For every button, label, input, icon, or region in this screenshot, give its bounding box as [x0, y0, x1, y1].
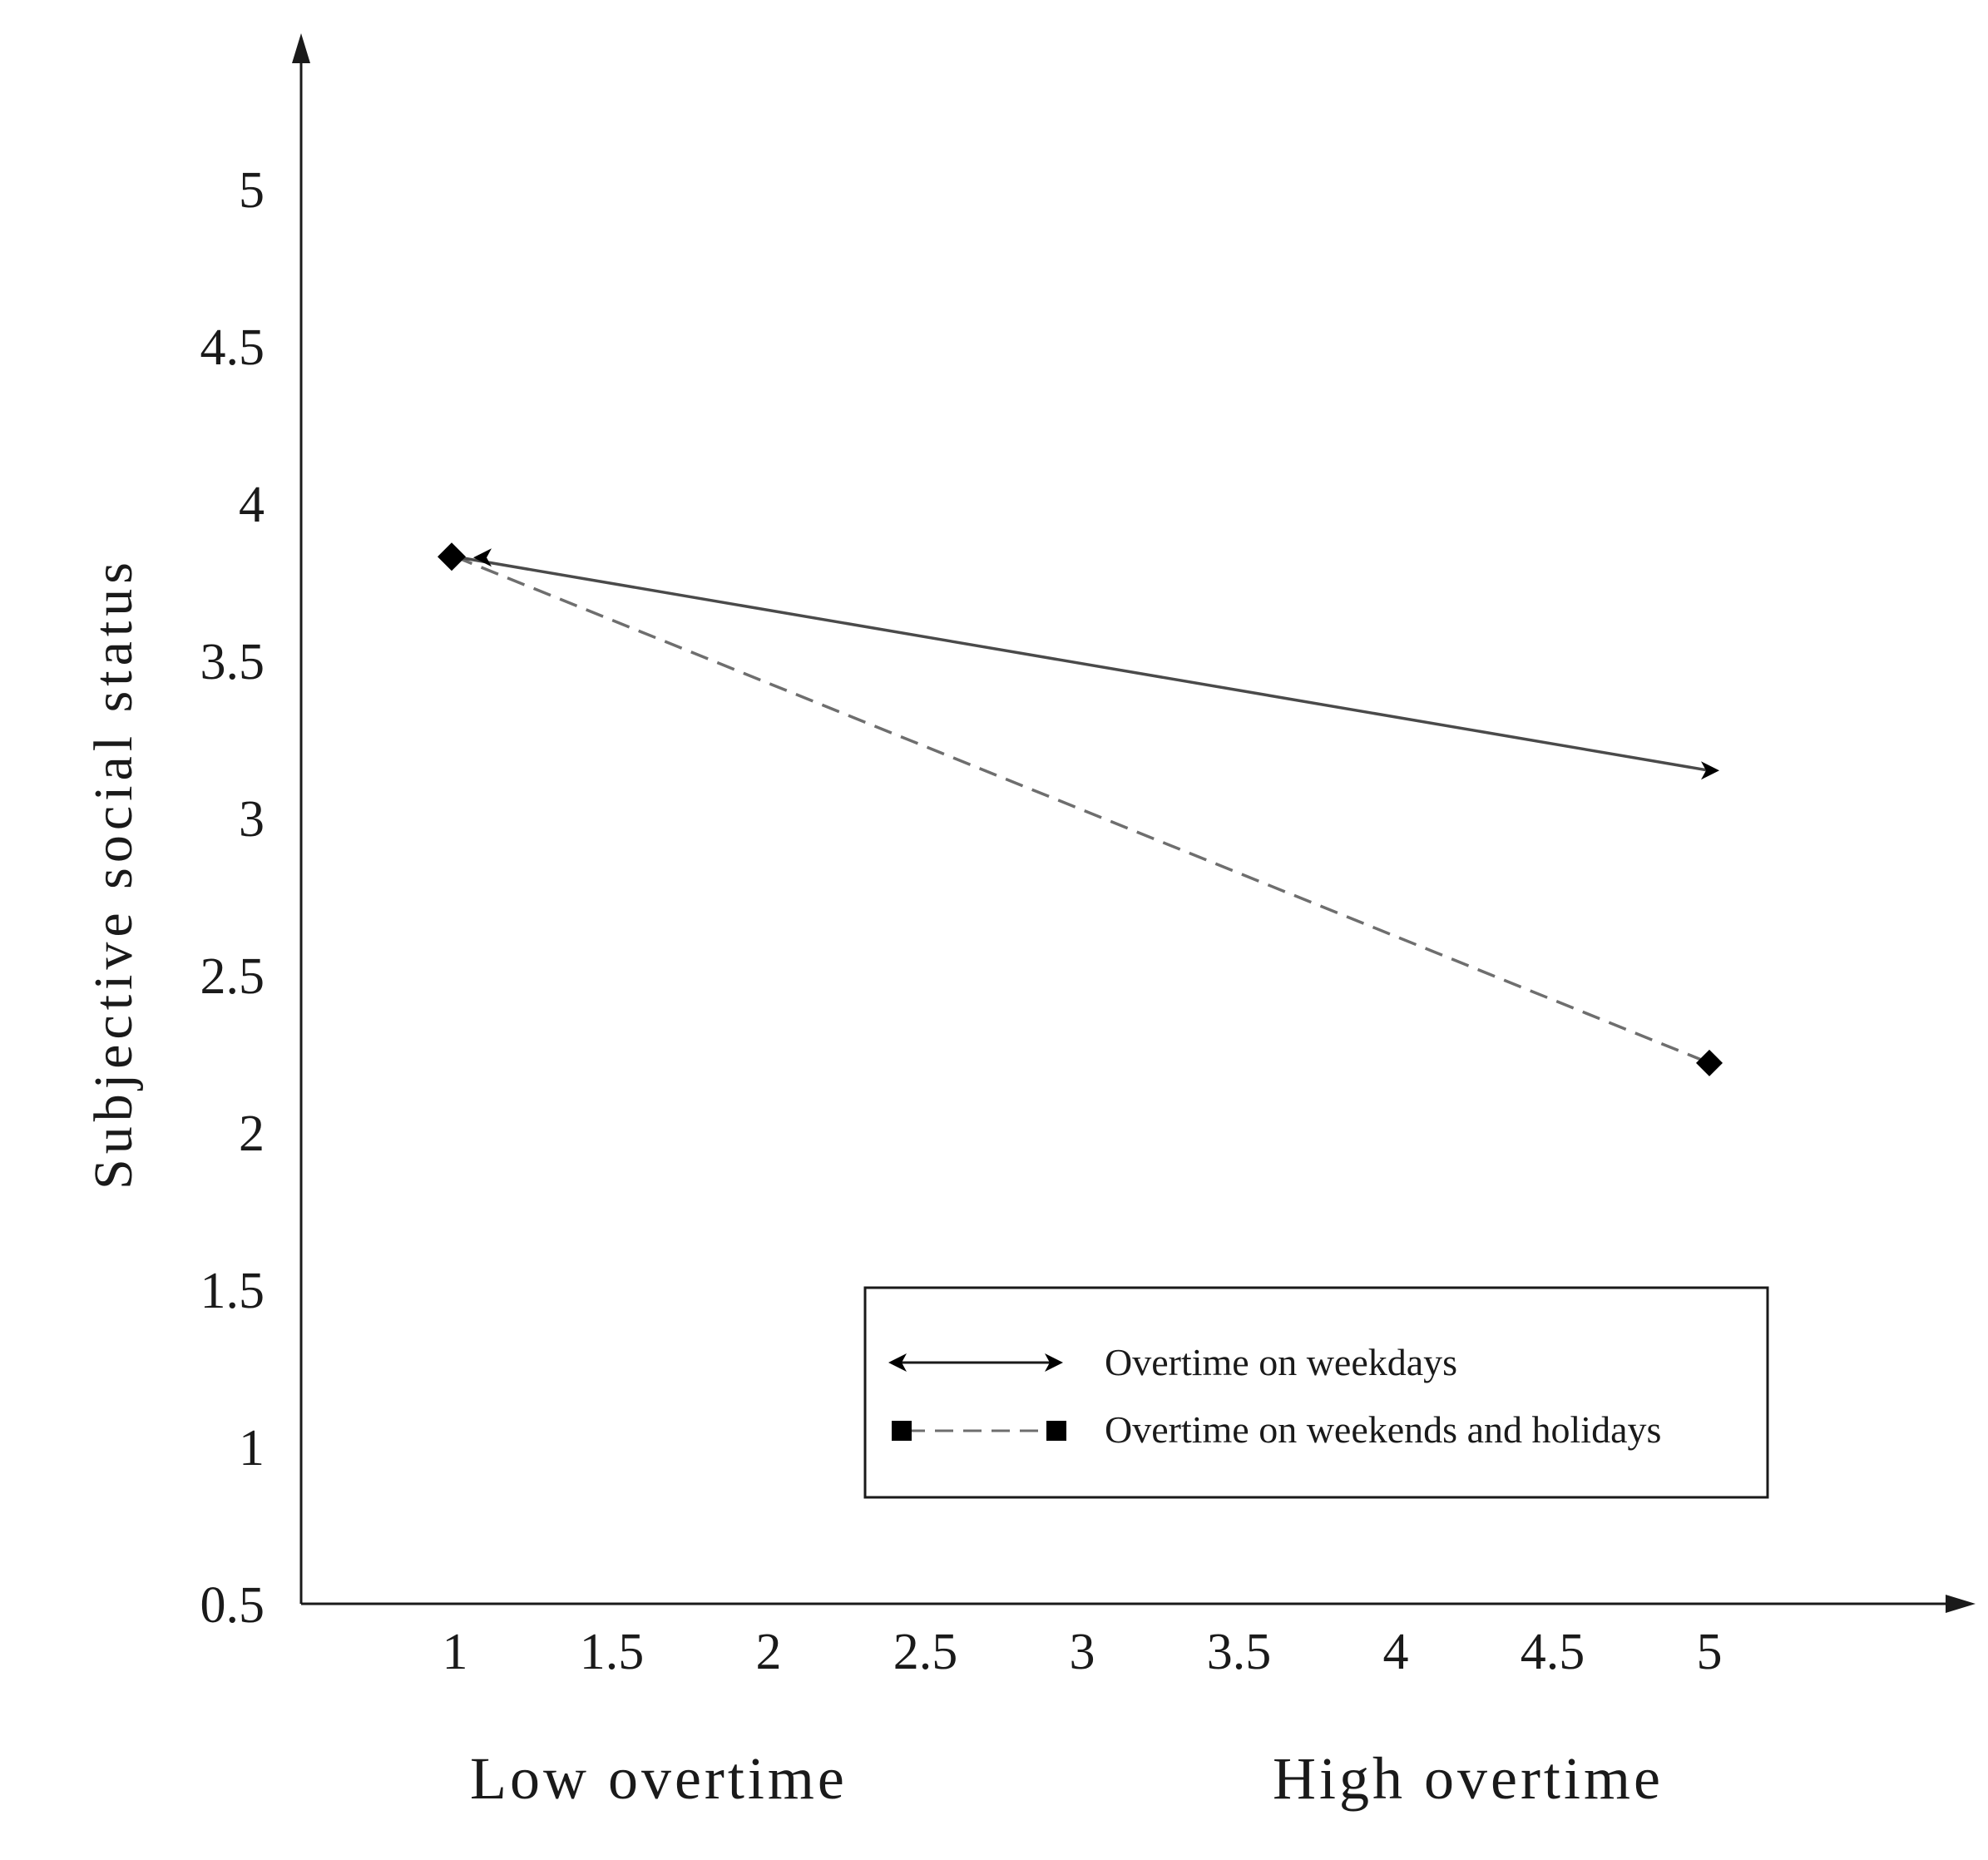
- x-tick-label: 4.5: [1521, 1624, 1585, 1680]
- marker-low-start: [438, 542, 466, 571]
- y-tick-label: 1: [239, 1420, 265, 1477]
- series-layer: [438, 542, 1723, 1076]
- y-tick-label: 5: [239, 162, 265, 219]
- y-tick-label: 3: [239, 791, 265, 848]
- y-tick-label: 4.5: [200, 319, 265, 376]
- axes: 0.5 1 1.5 2 2.5 3 3.5 4 4.5 5 1 1.5 2 2.5 3 3.5 4 4.5 5: [200, 33, 1976, 1680]
- x-tick-label: 1: [443, 1624, 468, 1680]
- x-tick-label: 5: [1697, 1624, 1723, 1680]
- legend-arrow-left-icon: [888, 1353, 907, 1372]
- y-tick-label: 2.5: [200, 948, 265, 1005]
- y-tick-label: 2: [239, 1106, 265, 1162]
- low-overtime-label: Low overtime: [470, 1745, 848, 1812]
- series-line-weekends-holidays: [454, 555, 1710, 1065]
- y-tick-label: 3.5: [200, 634, 265, 690]
- high-overtime-label: High overtime: [1273, 1745, 1664, 1812]
- y-axis-arrow-icon: [292, 33, 310, 63]
- legend-arrow-right-icon: [1045, 1353, 1063, 1372]
- legend-label-weekdays: Overtime on weekdays: [1105, 1341, 1457, 1383]
- marker-weekends-high: [1696, 1049, 1723, 1076]
- x-tick-label: 4: [1383, 1624, 1409, 1680]
- legend-square-right-icon: [1046, 1421, 1066, 1441]
- y-tick-label: 4: [239, 477, 265, 533]
- legend: Overtime on weekdays Overtime on weekend…: [863, 1286, 1769, 1499]
- y-tick-label: 1.5: [200, 1263, 265, 1319]
- y-tick-label: 0.5: [200, 1577, 265, 1634]
- legend-box: [863, 1286, 1769, 1499]
- x-tick-label: 2.5: [893, 1624, 958, 1680]
- legend-square-left-icon: [892, 1421, 912, 1441]
- x-tick-label: 2: [756, 1624, 782, 1680]
- marker-weekdays-high-arrow: [1701, 761, 1719, 780]
- series-line-weekdays: [454, 555, 1710, 773]
- x-tick-label: 3: [1070, 1624, 1095, 1680]
- x-axis-arrow-icon: [1946, 1595, 1976, 1613]
- legend-label-weekends-holidays: Overtime on weekends and holidays: [1105, 1408, 1661, 1451]
- x-tick-label: 1.5: [580, 1624, 645, 1680]
- x-tick-label: 3.5: [1207, 1624, 1272, 1680]
- marker-weekdays-low-arrow: [473, 548, 492, 567]
- y-axis-label: Subjective social status: [83, 557, 144, 1190]
